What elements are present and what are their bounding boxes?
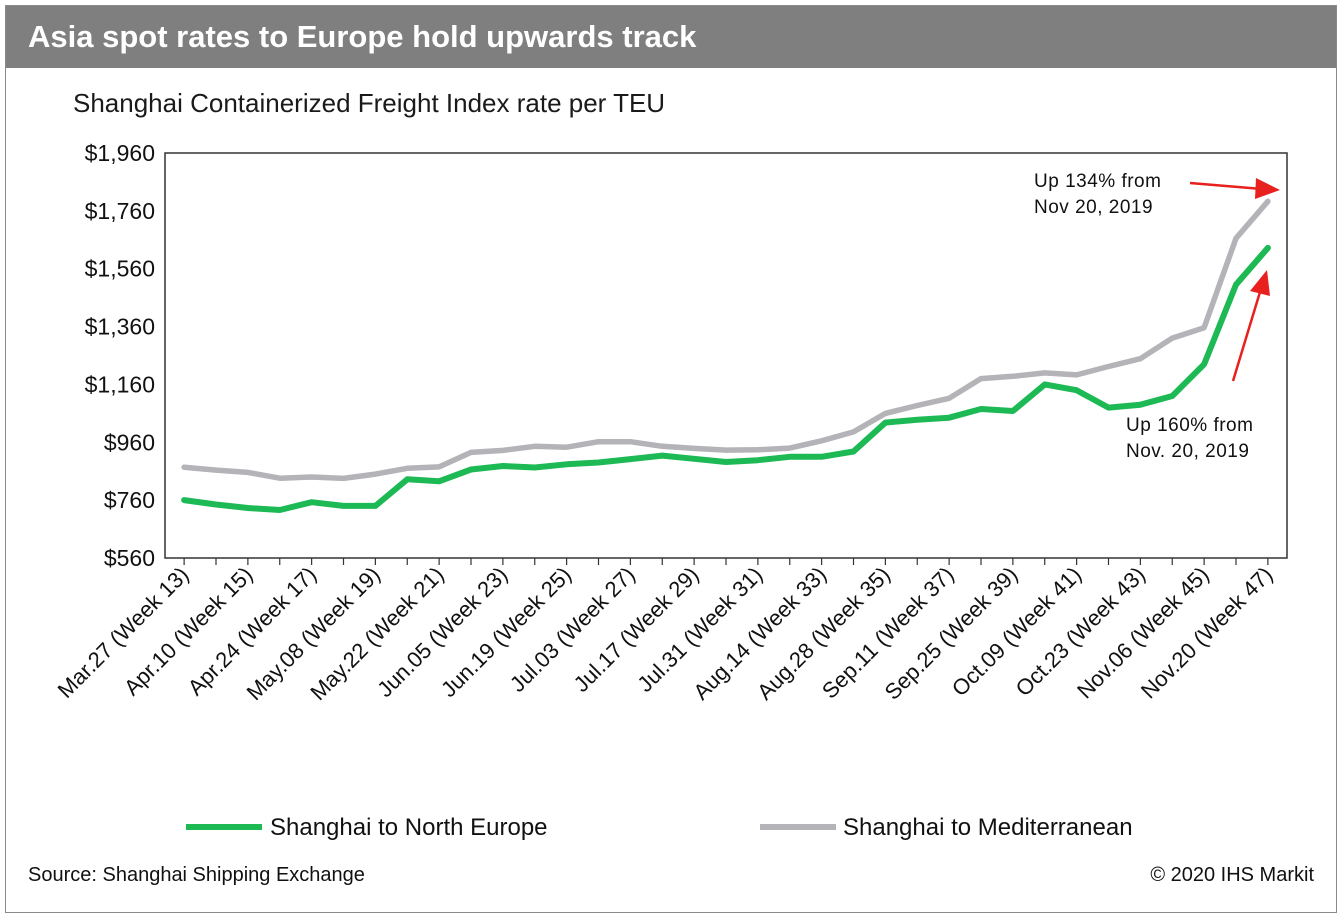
y-axis: $560 $760 $960 $1,160 $1,360 $1,560 $1,760 $1,9… [85, 140, 155, 571]
annotation-ne-line2: Nov. 20, 2019 [1126, 441, 1249, 462]
y-tick-label: $1,360 [85, 314, 155, 340]
x-axis: Mar.27 (Week 13)Apr.10 (Week 15)Apr.24 (… [53, 558, 1277, 705]
annotation-arrowhead-ne [1250, 270, 1270, 296]
legend: Shanghai to North Europe Shanghai to Med… [186, 814, 1133, 841]
y-tick-label: $1,560 [85, 256, 155, 282]
annotation-arrow-med [1189, 181, 1263, 191]
y-tick-label: $960 [104, 429, 155, 455]
annotation-med-line1: Up 134% from [1034, 171, 1161, 192]
legend-label-mediterranean: Shanghai to Mediterranean [843, 814, 1133, 841]
title-bar: Asia spot rates to Europe hold upwards t… [6, 6, 1336, 68]
chart-subtitle: Shanghai Containerized Freight Index rat… [73, 88, 666, 118]
y-tick-label: $1,960 [85, 140, 155, 166]
annotation-arrowhead-med [1255, 178, 1280, 199]
chart-title: Asia spot rates to Europe hold upwards t… [28, 19, 697, 54]
series-line-north-europe [181, 244, 1271, 513]
annotations: Up 134% from Nov 20, 2019 Up 160% from N… [1034, 171, 1280, 462]
y-tick-label: $560 [104, 545, 155, 571]
y-tick-label: $760 [104, 487, 155, 513]
copyright-note: © 2020 IHS Markit [1150, 864, 1314, 886]
annotation-arrow-ne [1231, 291, 1262, 382]
series-group [181, 198, 1271, 513]
series-line-mediterranean [181, 198, 1271, 482]
y-tick-label: $1,760 [85, 198, 155, 224]
annotation-ne-line1: Up 160% from [1126, 415, 1253, 436]
y-tick-label: $1,160 [85, 371, 155, 397]
annotation-med-line2: Nov 20, 2019 [1034, 197, 1153, 218]
chart-frame: Asia spot rates to Europe hold upwards t… [5, 5, 1337, 913]
source-note: Source: Shanghai Shipping Exchange [28, 864, 365, 886]
legend-label-north-europe: Shanghai to North Europe [270, 814, 548, 841]
